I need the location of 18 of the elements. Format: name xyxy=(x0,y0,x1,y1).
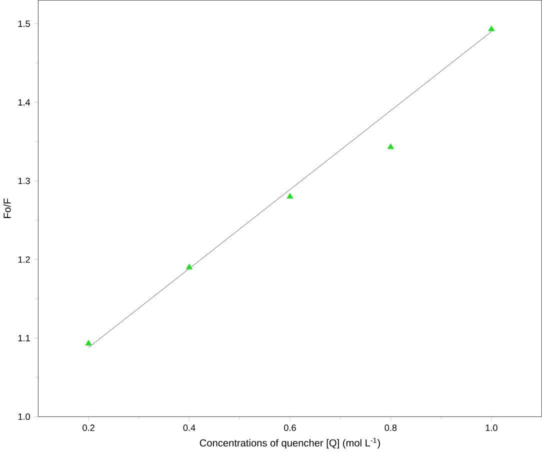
point xyxy=(85,340,92,346)
x-tick-label: 0.6 xyxy=(284,424,296,432)
x-axis-title: Concentrations of quencher [Q] (mol L$^{-1}$) xyxy=(200,438,380,449)
y-tick-label: 1.5 xyxy=(18,20,30,28)
y-tick-label: 1.1 xyxy=(18,335,30,342)
y-axis-title: Fo/F xyxy=(3,198,11,218)
y-tick-label: 1.2 xyxy=(18,256,30,263)
x-tick-label: 1.0 xyxy=(486,424,498,432)
point xyxy=(286,192,294,199)
point xyxy=(488,26,495,32)
x-tick-label: 0.8 xyxy=(384,424,397,432)
x-tick-label: 0.2 xyxy=(82,424,94,432)
y-tick-label: 1.3 xyxy=(18,178,30,184)
point xyxy=(186,264,193,270)
point xyxy=(387,143,394,150)
y-tick-label: 1.0 xyxy=(18,414,30,420)
y-tick-label: 1.4 xyxy=(18,99,30,106)
x-tick-label: 0.4 xyxy=(183,424,196,432)
